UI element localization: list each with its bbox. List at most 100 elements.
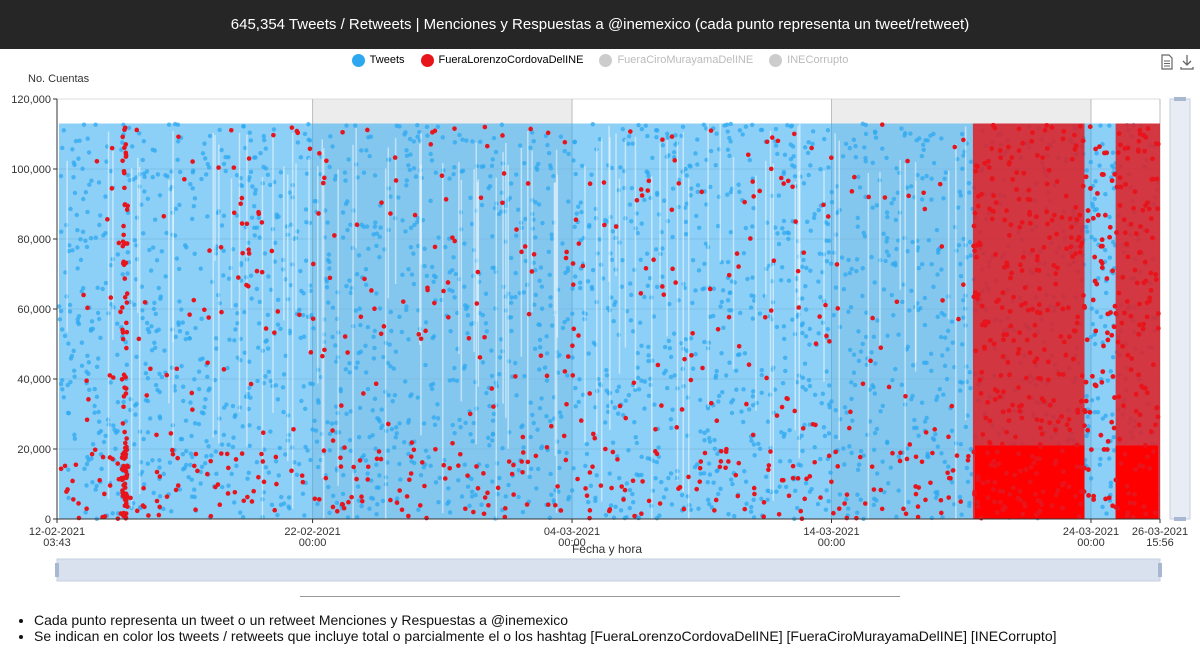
hashtag-point xyxy=(598,483,604,488)
hashtag-point xyxy=(682,356,687,362)
hashtag-point xyxy=(736,460,742,466)
hashtag-point xyxy=(779,404,785,410)
tweet-point xyxy=(406,420,411,425)
legend-item-fueraciro[interactable]: FueraCiroMurayamaDelINE xyxy=(599,52,753,68)
hashtag-point xyxy=(513,374,518,379)
tweet-point xyxy=(583,463,588,469)
hashtag-point xyxy=(310,261,316,267)
tweet-point xyxy=(513,294,518,300)
hashtag-point xyxy=(1121,217,1127,223)
tweet-point xyxy=(448,329,453,334)
hashtag-point xyxy=(986,158,991,164)
density-gap xyxy=(172,130,174,450)
tweet-point xyxy=(808,163,813,168)
tweet-point xyxy=(820,391,826,397)
hashtag-point xyxy=(726,314,732,320)
tweet-point xyxy=(707,439,713,444)
tweet-point xyxy=(646,358,651,364)
tweet-point xyxy=(613,504,618,510)
tweet-point xyxy=(618,165,623,170)
download-icon[interactable] xyxy=(1180,54,1194,70)
tweet-point xyxy=(374,243,379,248)
density-gap xyxy=(608,125,610,282)
hashtag-point xyxy=(1132,189,1138,195)
hashtag-point xyxy=(848,409,853,415)
hashtag-point xyxy=(489,386,495,391)
tweet-point xyxy=(451,172,456,177)
tweet-point xyxy=(949,428,955,434)
tweet-point xyxy=(548,166,554,171)
tweet-point xyxy=(365,471,370,476)
tweet-point xyxy=(58,381,64,387)
tweet-point xyxy=(381,354,386,360)
density-gap xyxy=(291,132,294,509)
tweet-point xyxy=(92,403,97,409)
tweet-point xyxy=(825,128,831,133)
tweet-point xyxy=(184,448,189,454)
tweet-point xyxy=(707,435,712,441)
hashtag-point xyxy=(1020,511,1026,517)
y-zoom-slider[interactable] xyxy=(1169,98,1191,520)
tweet-point xyxy=(871,496,877,501)
tweet-point xyxy=(727,153,732,159)
density-gap xyxy=(317,165,319,384)
hashtag-point xyxy=(852,174,857,180)
tweet-point xyxy=(355,484,361,489)
tweet-point xyxy=(577,377,582,382)
tweet-point xyxy=(374,511,379,517)
tweet-point xyxy=(789,163,795,168)
hashtag-point xyxy=(100,514,105,520)
tweet-point xyxy=(221,248,226,254)
tweet-point xyxy=(488,174,493,179)
hashtag-point xyxy=(1027,350,1033,356)
tweet-point xyxy=(633,434,638,440)
tweet-point xyxy=(234,213,240,218)
tweet-point xyxy=(327,448,333,453)
tweet-point xyxy=(716,491,721,497)
x-zoom-slider[interactable] xyxy=(56,558,1161,582)
tweet-point xyxy=(481,164,486,169)
tweet-point xyxy=(204,454,209,459)
tweet-point xyxy=(886,481,891,486)
hashtag-point xyxy=(467,411,473,417)
hashtag-point xyxy=(1071,356,1076,362)
x-zoom-handle[interactable] xyxy=(55,563,59,577)
hashtag-point xyxy=(713,497,719,503)
tweet-point xyxy=(191,487,197,492)
legend-marker-icon xyxy=(351,53,365,67)
legend-item-inecorrupto[interactable]: INECorrupto xyxy=(769,52,848,68)
tweet-point xyxy=(714,131,719,136)
x-zoom-handle[interactable] xyxy=(1158,563,1162,577)
hashtag-point xyxy=(289,125,295,130)
hashtag-point xyxy=(570,373,576,378)
hashtag-point xyxy=(1068,244,1074,250)
tweet-point xyxy=(174,374,180,380)
hashtag-point xyxy=(1047,420,1053,426)
hashtag-point xyxy=(1037,310,1043,316)
tweet-point xyxy=(941,196,946,201)
hashtag-point xyxy=(660,137,665,142)
hashtag-point xyxy=(1067,427,1073,433)
tweet-point xyxy=(359,222,364,228)
tweet-point xyxy=(86,360,92,365)
tweet-point xyxy=(303,258,309,263)
tweet-point xyxy=(1108,484,1113,489)
hashtag-point xyxy=(1055,419,1061,425)
hashtag-point xyxy=(975,477,981,483)
y-zoom-handle[interactable] xyxy=(1174,517,1186,521)
hashtag-point xyxy=(1152,510,1158,516)
tweet-point xyxy=(377,254,382,260)
hashtag-point xyxy=(565,354,571,359)
tweet-point xyxy=(925,454,930,459)
document-icon[interactable] xyxy=(1160,54,1174,70)
tweet-point xyxy=(90,442,96,447)
y-zoom-handle[interactable] xyxy=(1174,97,1186,101)
hashtag-point xyxy=(1060,505,1065,511)
hashtag-point xyxy=(522,244,528,249)
tweet-point xyxy=(143,370,149,376)
legend-item-fueralorenzo[interactable]: FueraLorenzoCordovaDelINE xyxy=(420,52,583,68)
tweet-point xyxy=(890,262,896,267)
legend-item-tweets[interactable]: Tweets xyxy=(351,52,405,68)
hashtag-point xyxy=(1054,231,1059,237)
hashtag-point xyxy=(977,377,983,383)
